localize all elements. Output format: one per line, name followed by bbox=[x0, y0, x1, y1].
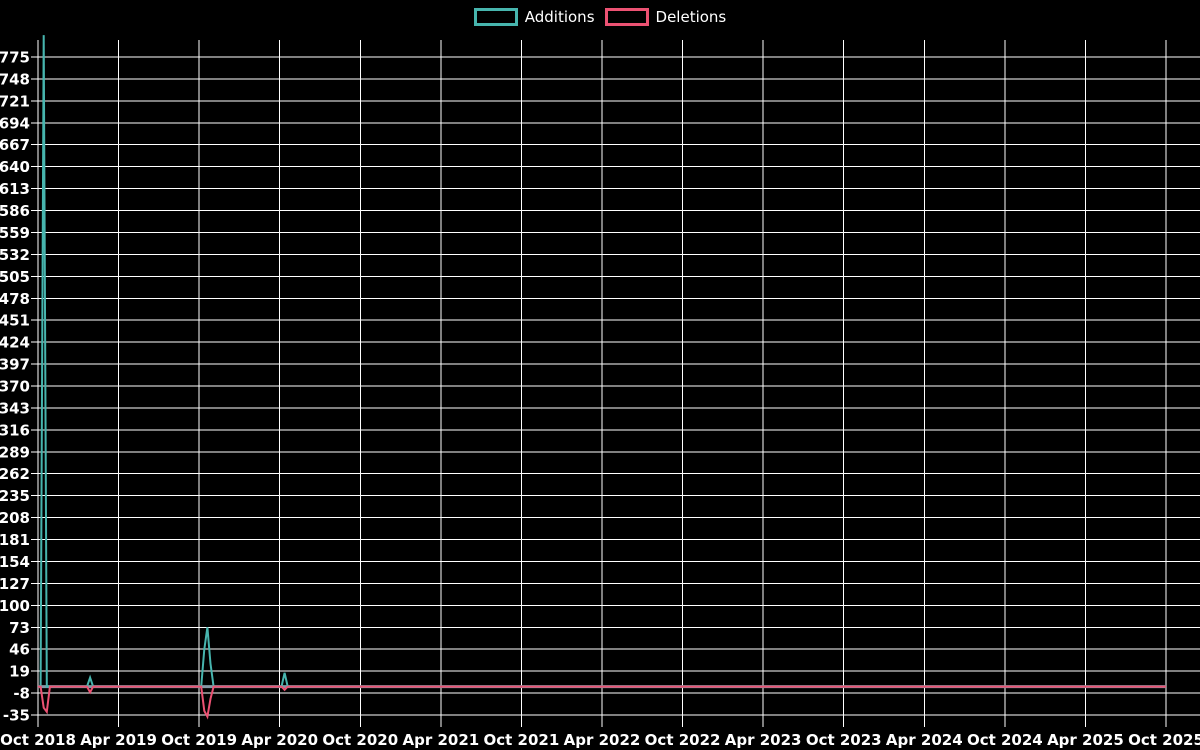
series-line-deletions bbox=[38, 685, 1166, 720]
x-tick-label: Oct 2021 bbox=[484, 731, 560, 749]
y-tick-label: 721 bbox=[0, 92, 30, 110]
legend: Additions Deletions bbox=[0, 8, 1200, 26]
series-line-additions bbox=[38, 35, 1166, 688]
deletions-swatch-icon bbox=[604, 8, 649, 26]
y-tick-label: 451 bbox=[0, 312, 30, 330]
y-tick-label: 532 bbox=[0, 246, 30, 264]
x-tick-label: Apr 2022 bbox=[564, 731, 641, 749]
y-tick-label: 316 bbox=[0, 421, 30, 439]
x-tick-label: Apr 2025 bbox=[1047, 731, 1124, 749]
y-tick-label: 370 bbox=[0, 378, 30, 396]
y-tick-label: 775 bbox=[0, 49, 30, 67]
x-tick-label: Apr 2020 bbox=[241, 731, 318, 749]
x-tick-label: Apr 2019 bbox=[80, 731, 157, 749]
y-tick-label: -35 bbox=[3, 707, 30, 725]
y-tick-label: -8 bbox=[13, 685, 30, 703]
y-tick-label: 235 bbox=[0, 487, 30, 505]
y-tick-label: 397 bbox=[0, 356, 30, 374]
y-tick-label: 613 bbox=[0, 180, 30, 198]
y-tick-label: 478 bbox=[0, 290, 30, 308]
y-tick-label: 154 bbox=[0, 553, 30, 571]
y-tick-label: 343 bbox=[0, 399, 30, 417]
additions-legend-label: Additions bbox=[524, 8, 595, 26]
y-tick-label: 559 bbox=[0, 224, 30, 242]
y-tick-label: 100 bbox=[0, 597, 30, 615]
x-tick-label: Oct 2023 bbox=[806, 731, 882, 749]
y-tick-label: 289 bbox=[0, 443, 30, 461]
y-tick-label: 748 bbox=[0, 70, 30, 88]
y-tick-label: 262 bbox=[0, 465, 30, 483]
y-tick-label: 694 bbox=[0, 114, 30, 132]
x-tick-label: Oct 2025 bbox=[1128, 731, 1200, 749]
x-tick-label: Oct 2020 bbox=[322, 731, 398, 749]
y-tick-label: 424 bbox=[0, 334, 30, 352]
x-tick-label: Oct 2018 bbox=[0, 731, 76, 749]
deletions-legend-label: Deletions bbox=[655, 8, 727, 26]
x-tick-label: Apr 2021 bbox=[402, 731, 479, 749]
x-tick-label: Oct 2019 bbox=[161, 731, 237, 749]
legend-item-additions[interactable]: Additions bbox=[473, 8, 595, 26]
additions-swatch-icon bbox=[473, 8, 518, 26]
y-tick-label: 667 bbox=[0, 136, 30, 154]
x-tick-label: Oct 2024 bbox=[967, 731, 1043, 749]
y-tick-label: 505 bbox=[0, 268, 30, 286]
y-tick-label: 46 bbox=[9, 641, 30, 659]
x-tick-label: Oct 2022 bbox=[645, 731, 721, 749]
y-tick-label: 640 bbox=[0, 158, 30, 176]
y-tick-label: 181 bbox=[0, 531, 30, 549]
y-tick-label: 73 bbox=[9, 619, 30, 637]
legend-item-deletions[interactable]: Deletions bbox=[604, 8, 727, 26]
x-tick-label: Apr 2024 bbox=[886, 731, 963, 749]
y-tick-label: 127 bbox=[0, 575, 30, 593]
y-tick-label: 208 bbox=[0, 509, 30, 527]
y-tick-label: 19 bbox=[9, 663, 30, 681]
x-tick-label: Apr 2023 bbox=[725, 731, 802, 749]
y-tick-label: 586 bbox=[0, 202, 30, 220]
